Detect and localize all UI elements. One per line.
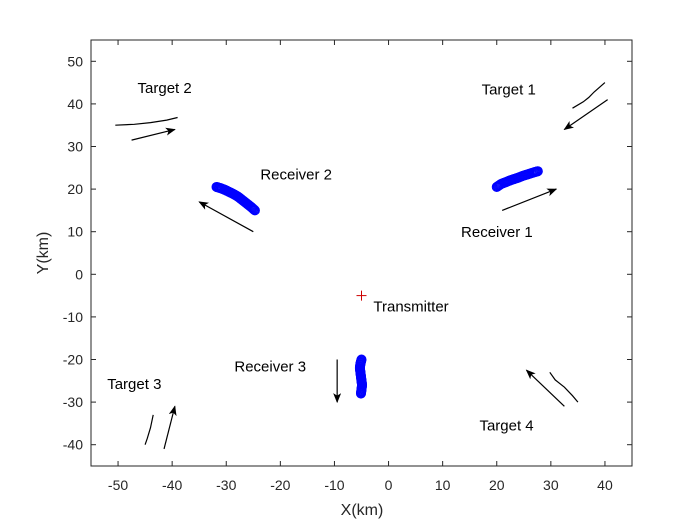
y-tick-label: -30 (63, 394, 83, 410)
receiver-point (246, 202, 257, 213)
target-track (144, 414, 154, 445)
y-tick-label: 0 (75, 266, 83, 282)
x-tick-label: -50 (108, 477, 128, 493)
receiver-point (247, 203, 258, 214)
receiver-point (246, 201, 257, 212)
y-tick-label: -10 (63, 309, 83, 325)
target-track (115, 116, 178, 126)
target-tracks (115, 82, 606, 445)
receiver-label: Receiver 1 (461, 224, 533, 241)
x-tick-label: 30 (543, 477, 559, 493)
axis-ticks: -50 -40 -30 -20 -10 0 10 20 30 40 -40 -30 -20 -10 0 10 2… (63, 40, 632, 493)
receiver-points (211, 166, 543, 399)
plot-area (90, 39, 633, 467)
motion-arrow (163, 405, 177, 450)
x-tick-label: 0 (385, 477, 393, 493)
x-tick-label: -10 (324, 477, 344, 493)
receiver-label: Receiver 2 (260, 167, 332, 184)
y-tick-label: -20 (63, 352, 83, 368)
receiver-point (532, 166, 543, 177)
target-label: Target 2 (138, 80, 192, 97)
x-tick-label: -20 (270, 477, 290, 493)
receiver-point (248, 204, 259, 215)
x-tick-label: -40 (162, 477, 182, 493)
target-track (572, 82, 606, 109)
motion-arrow (525, 369, 565, 407)
y-tick-label: -40 (63, 437, 83, 453)
motion-arrow (131, 127, 176, 141)
motion-arrow (563, 99, 608, 131)
motion-arrows (131, 99, 608, 450)
x-tick-label: -30 (216, 477, 236, 493)
receiver-point (248, 203, 259, 214)
y-axis-title: Y(km) (35, 232, 52, 275)
target-label: Target 1 (482, 82, 536, 99)
y-tick-label: 20 (67, 181, 83, 197)
target-label: Target 4 (479, 418, 533, 435)
x-tick-label: 20 (489, 477, 505, 493)
annotation-labels: Target 1 Target 2 Target 3 Target 4 Receiver… (107, 80, 536, 435)
y-tick-label: 30 (67, 139, 83, 155)
receiver-point (355, 388, 366, 399)
receiver-label: Receiver 3 (234, 358, 306, 375)
transmitter-marker (356, 290, 367, 301)
motion-arrow (501, 188, 558, 211)
x-axis-title: X(km) (341, 502, 384, 519)
x-tick-label: 40 (597, 477, 613, 493)
y-tick-label: 40 (67, 96, 83, 112)
target-label: Target 3 (107, 376, 161, 393)
receiver-point (249, 204, 260, 215)
y-tick-label: 10 (67, 224, 83, 240)
receiver-point (249, 205, 260, 216)
y-tick-label: 50 (67, 53, 83, 69)
x-tick-label: 10 (435, 477, 451, 493)
transmitter-label: Transmitter (373, 298, 448, 315)
motion-arrow (198, 201, 254, 233)
target-track (549, 371, 579, 403)
